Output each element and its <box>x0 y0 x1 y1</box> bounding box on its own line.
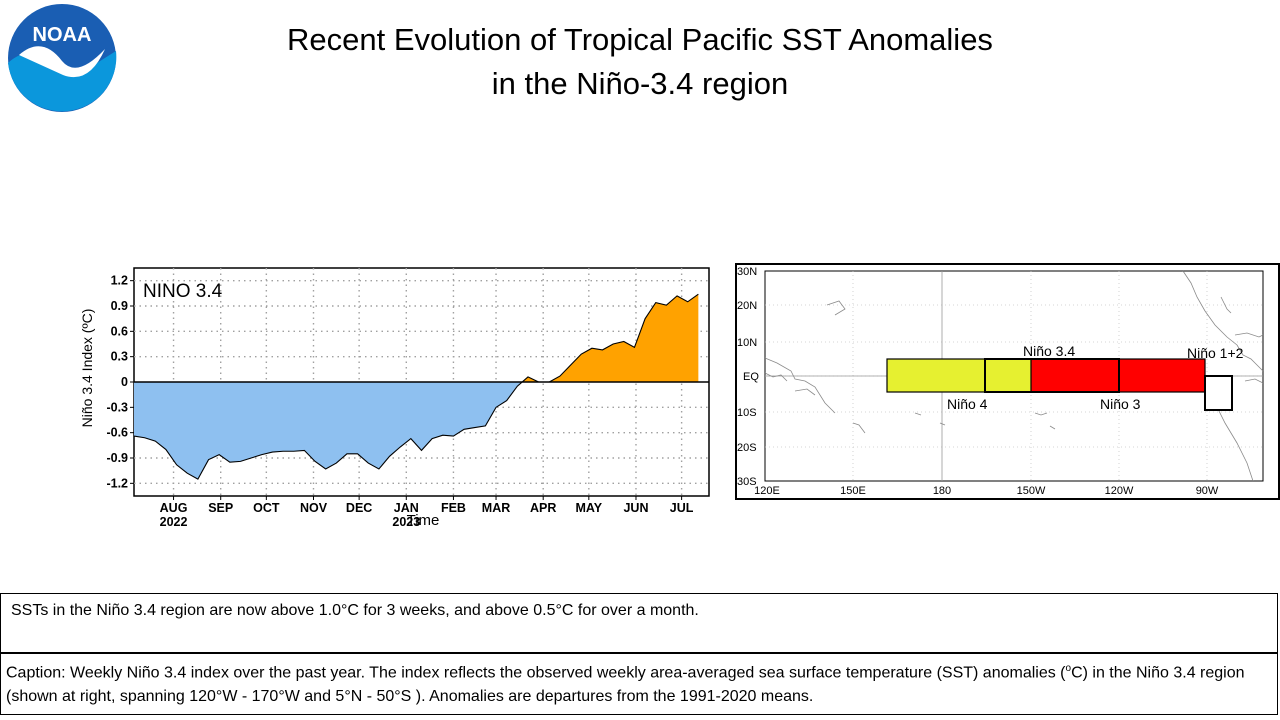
x-tick-label: JAN <box>394 501 419 515</box>
lon-label: 90W <box>1196 485 1219 497</box>
caption-box: Caption: Weekly Niño 3.4 index over the … <box>0 653 1278 715</box>
y-tick-label: 0.9 <box>111 299 128 313</box>
summary-box: SSTs in the Niño 3.4 region are now abov… <box>0 593 1278 653</box>
noaa-logo: NOAA <box>8 4 117 112</box>
chart-areas <box>134 294 699 480</box>
nino34-region <box>984 358 1120 393</box>
y-axis-ticks: 1.2 0.9 0.6 0.3 0 -0.3 -0.6 -0.9 -1.2 <box>106 274 134 490</box>
lat-label: 30N <box>737 266 757 278</box>
x-tick-label: APR <box>530 501 556 515</box>
y-tick-label: 0.6 <box>111 324 128 338</box>
y-tick-label: 0.3 <box>111 350 128 364</box>
lon-label: 120W <box>1105 485 1134 497</box>
noaa-logo-text: NOAA <box>33 24 92 46</box>
x-tick-label: JUN <box>623 501 648 515</box>
positive-anomaly-area <box>522 294 699 382</box>
y-tick-label: -1.2 <box>106 476 128 490</box>
nino34-label: Niño 3.4 <box>1023 343 1075 359</box>
page-title-line2: in the Niño-3.4 region <box>491 66 789 101</box>
lon-label: 180 <box>933 485 951 497</box>
lon-label: 150W <box>1017 485 1046 497</box>
x-tick-label: MAR <box>482 501 510 515</box>
x-year-label: 2023 <box>392 515 420 529</box>
y-tick-label: -0.6 <box>106 426 128 440</box>
nino3-label: Niño 3 <box>1100 396 1141 412</box>
x-tick-label: OCT <box>253 501 280 515</box>
x-tick-label: SEP <box>208 501 233 515</box>
lat-label: 20S <box>737 442 757 454</box>
lat-label: 10S <box>737 407 757 419</box>
caption-text-part1: Caption: Weekly Niño 3.4 index over the … <box>6 664 1066 682</box>
caption-text-part2: C) in the Niño 3.4 region (shown at righ… <box>6 664 1245 706</box>
negative-anomaly-area <box>134 382 523 480</box>
lat-label: 20N <box>737 300 757 312</box>
lat-label: 10N <box>737 337 757 349</box>
x-tick-label: FEB <box>441 501 466 515</box>
x-tick-label: JUL <box>670 501 694 515</box>
nino-regions-map: Niño 3.4 Niño 4 Niño 3 Niño 1+2 30N 20N … <box>735 263 1280 500</box>
x-axis-label: Time <box>407 512 440 529</box>
nino12-label: Niño 1+2 <box>1187 345 1244 361</box>
lon-label: 150E <box>840 485 866 497</box>
lat-label: EQ <box>743 371 759 383</box>
lat-label: 30S <box>737 476 757 488</box>
y-tick-label: 1.2 <box>111 274 128 288</box>
y-tick-label: -0.3 <box>106 400 128 414</box>
y-axis-label: Niño 3.4 Index (ºC) <box>79 309 95 428</box>
y-tick-label: 0 <box>121 375 128 389</box>
nino12-region <box>1204 375 1233 411</box>
chart-line <box>133 293 709 480</box>
coastlines <box>764 270 1264 482</box>
nino4-region <box>886 358 1051 393</box>
nino4-label: Niño 4 <box>947 396 988 412</box>
summary-text: SSTs in the Niño 3.4 region are now abov… <box>11 602 699 619</box>
nino34-series-line <box>133 293 699 480</box>
caption-superscript: o <box>1065 663 1072 674</box>
x-tick-label: DEC <box>346 501 372 515</box>
x-year-label: 2022 <box>160 515 188 529</box>
x-tick-label: MAY <box>576 501 603 515</box>
x-tick-label: AUG <box>160 501 188 515</box>
lon-label: 120E <box>754 485 780 497</box>
chart-title: NINO 3.4 <box>143 281 223 302</box>
y-tick-label: -0.9 <box>106 451 128 465</box>
x-tick-label: NOV <box>300 501 328 515</box>
page-title-line1: Recent Evolution of Tropical Pacific SST… <box>287 22 993 57</box>
